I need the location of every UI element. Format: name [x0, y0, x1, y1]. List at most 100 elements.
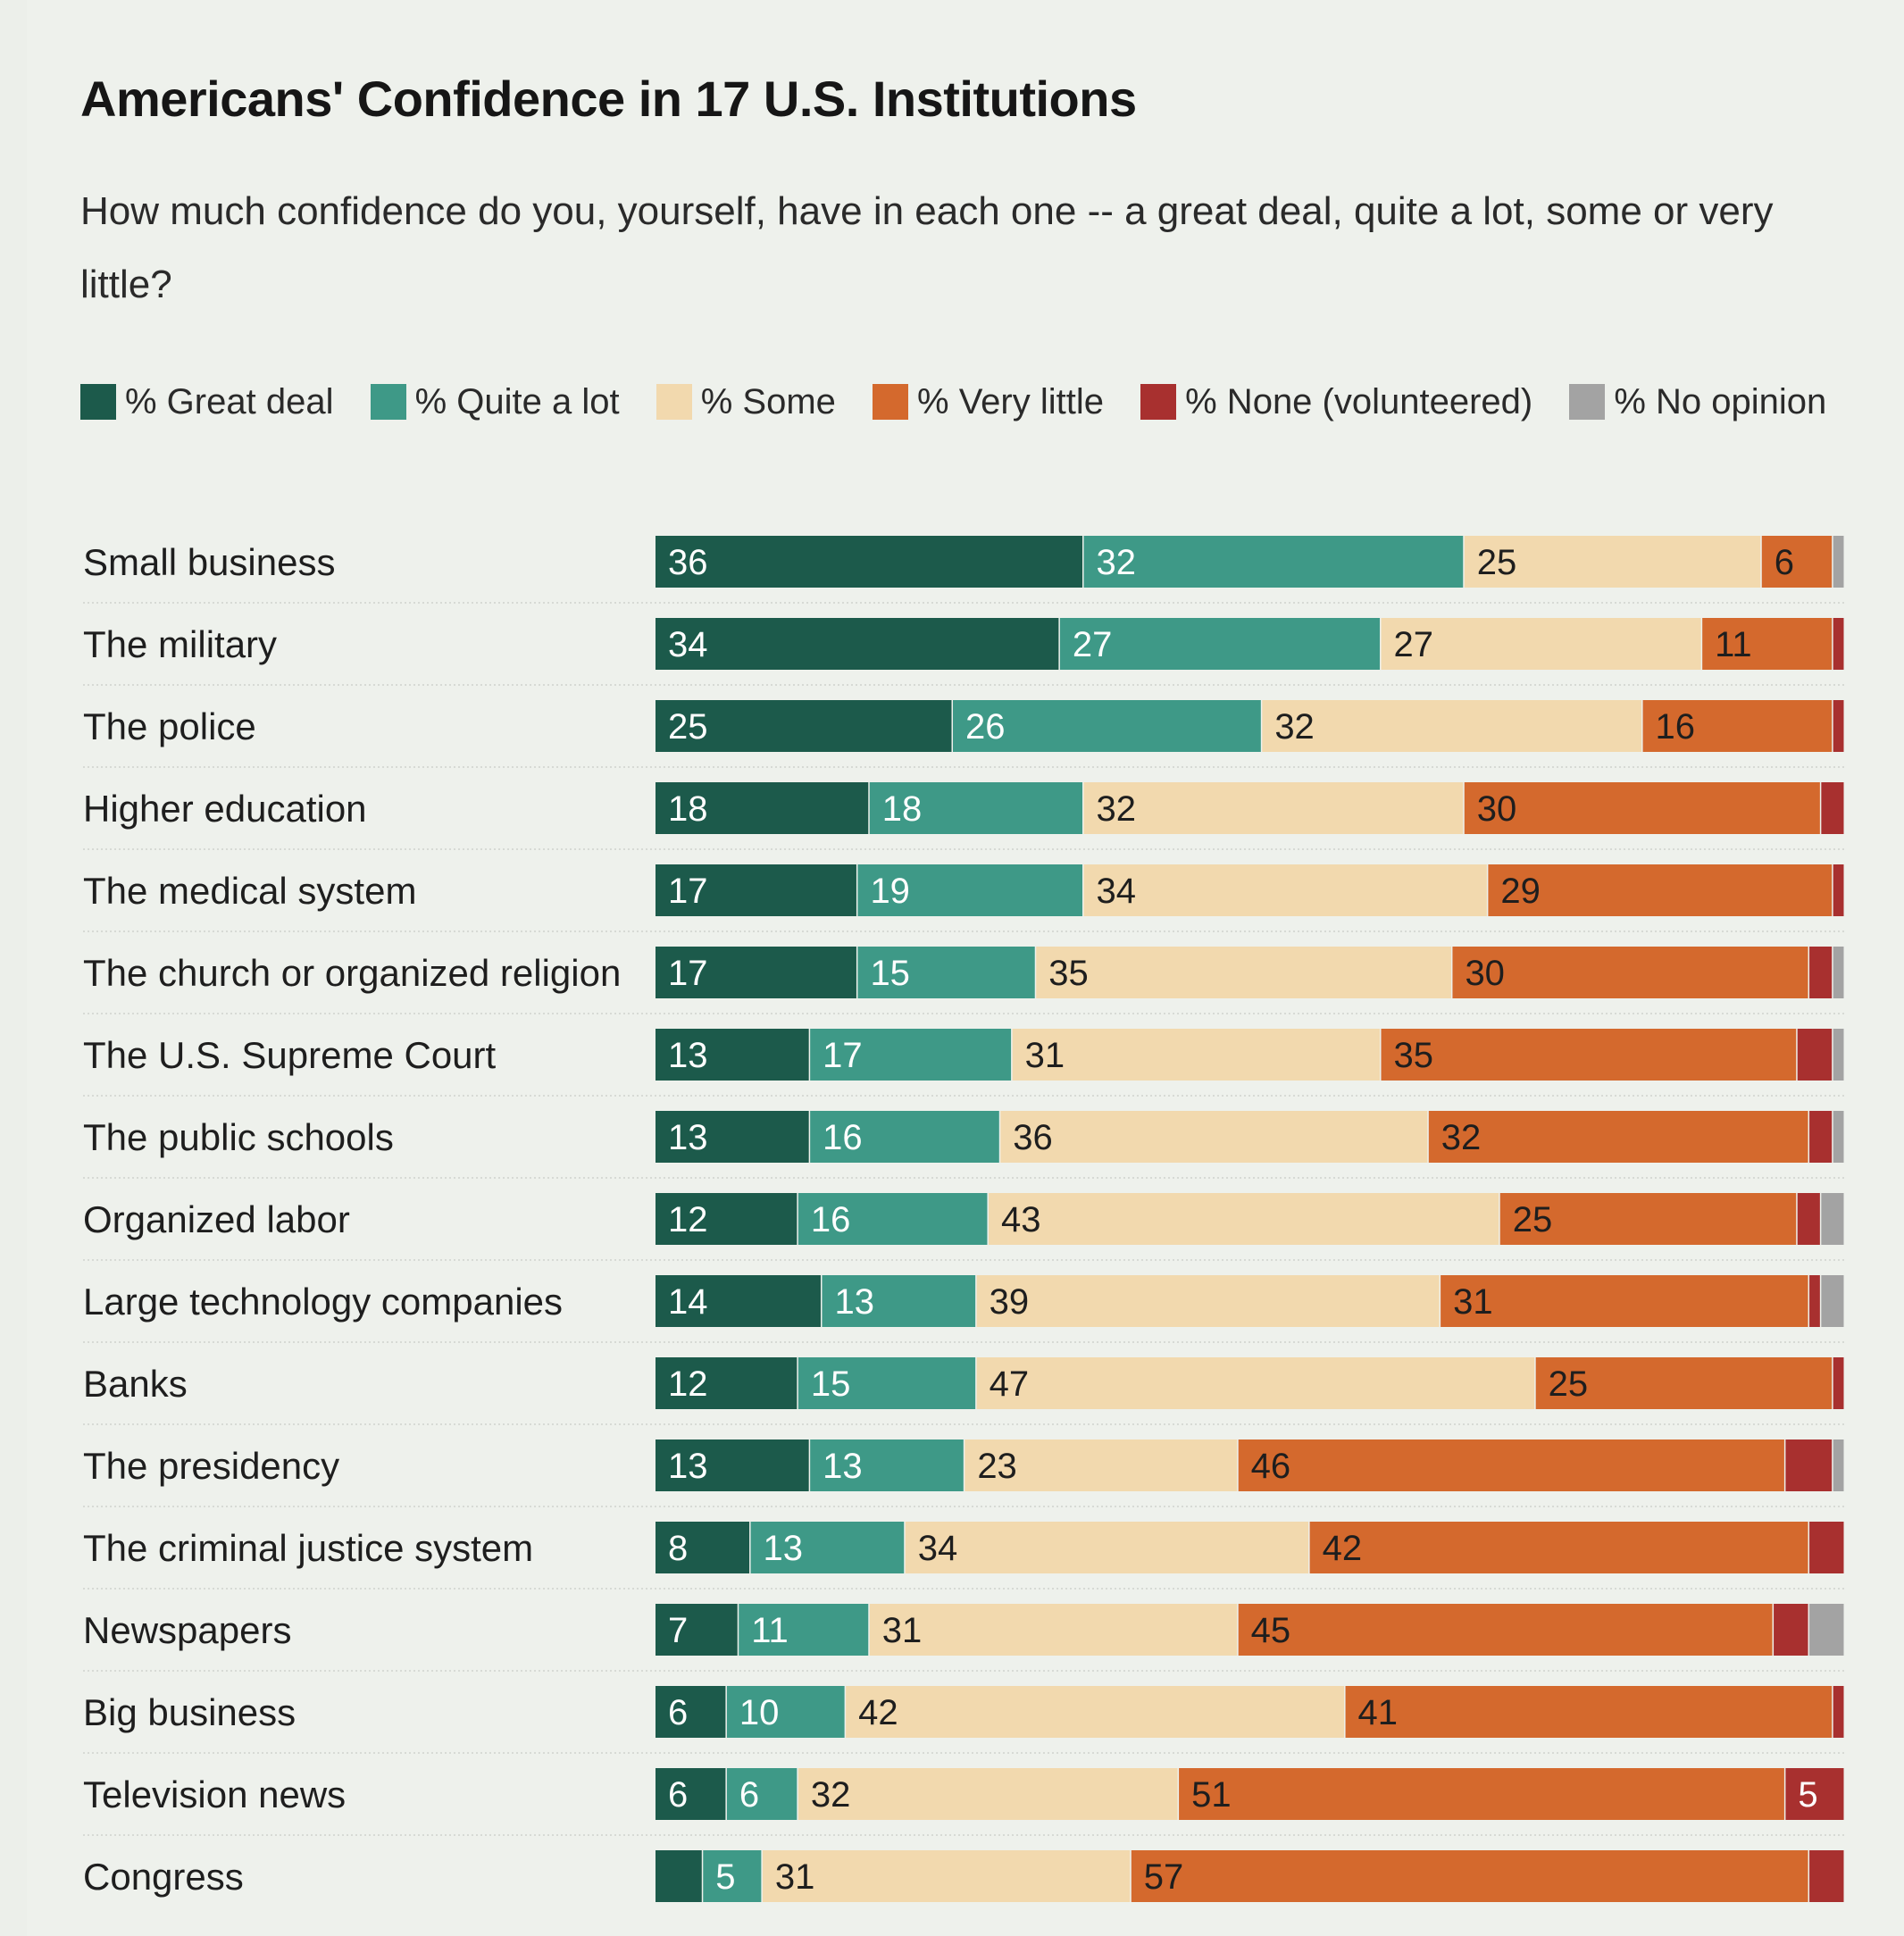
- bar-segment: [810, 1111, 999, 1163]
- legend-label: % No opinion: [1614, 382, 1827, 421]
- bar-segment: [1809, 1522, 1844, 1573]
- bar-segment: [656, 1111, 809, 1163]
- bar-segment: [1833, 700, 1844, 752]
- data-label: 6: [668, 1775, 688, 1815]
- bar-segment: [1441, 1275, 1808, 1327]
- bar-row: The church or organized religion 17 15 35 30: [83, 947, 1845, 1014]
- bar-segment: [1809, 1604, 1844, 1656]
- category-label: The police: [83, 705, 256, 747]
- bar-segment: [656, 1029, 809, 1081]
- bar-segment: [656, 1193, 798, 1245]
- bar-row: The military 34 27 27 11: [83, 618, 1845, 686]
- legend-swatch: [80, 384, 116, 420]
- data-label: 6: [1775, 543, 1794, 582]
- legend-label: % None (volunteered): [1185, 382, 1533, 421]
- bar-segment: [1309, 1522, 1808, 1573]
- bar-segment: [726, 1768, 798, 1820]
- bar-segment: [1809, 1111, 1833, 1163]
- bar-segment: [976, 1357, 1535, 1409]
- data-label: 45: [1251, 1611, 1291, 1650]
- data-label: 13: [834, 1282, 874, 1322]
- bar-row: The police 25 26 32 16: [83, 700, 1845, 768]
- category-label: Large technology companies: [83, 1281, 563, 1323]
- legend-label: % Very little: [917, 382, 1104, 421]
- data-label: 31: [882, 1611, 923, 1650]
- data-label: 32: [1274, 707, 1315, 747]
- bar-segment: [656, 1768, 726, 1820]
- data-label: 23: [977, 1447, 1017, 1486]
- data-label: 8: [668, 1529, 688, 1568]
- bar-segment: [1833, 1111, 1844, 1163]
- data-label: 5: [715, 1857, 735, 1897]
- bar-segment: [1702, 618, 1833, 670]
- bar-row: Banks 12 15 47 25: [83, 1357, 1845, 1425]
- bar-row: Big business 6 10 42 41: [83, 1686, 1845, 1754]
- category-label: Congress: [83, 1856, 244, 1898]
- data-label: 29: [1500, 872, 1541, 911]
- bar-segment: [1785, 1439, 1833, 1491]
- bar-segment: [965, 1439, 1238, 1491]
- data-label: 13: [764, 1529, 804, 1568]
- bar-segment: [762, 1850, 1131, 1902]
- data-label: 36: [1013, 1118, 1053, 1157]
- bar-segment: [1238, 1604, 1773, 1656]
- data-label: 12: [668, 1200, 708, 1239]
- data-label: 17: [823, 1036, 863, 1075]
- category-label: The U.S. Supreme Court: [83, 1034, 497, 1076]
- legend-item-no-opinion: % No opinion: [1569, 373, 1826, 430]
- bar-segment: [1809, 1850, 1844, 1902]
- bar-segment: [1642, 700, 1833, 752]
- data-label: 18: [882, 789, 923, 829]
- bar-segment: [726, 1686, 845, 1738]
- data-label: 32: [1097, 543, 1137, 582]
- data-label: 7: [668, 1611, 688, 1650]
- bar-segment: [656, 1275, 821, 1327]
- data-label: 31: [1453, 1282, 1493, 1322]
- data-label: 16: [823, 1118, 863, 1157]
- bar-segment: [1809, 947, 1833, 998]
- bar-segment: [869, 782, 1083, 834]
- bar-segment: [857, 864, 1083, 916]
- bar-segment: [1083, 864, 1487, 916]
- bar-segment: [976, 1275, 1440, 1327]
- legend-swatch: [1140, 384, 1177, 420]
- bar-row: Small business 36 32 25 6: [83, 536, 1845, 604]
- data-label: 42: [1323, 1529, 1363, 1568]
- data-label: 42: [858, 1693, 898, 1732]
- bar-segment: [656, 536, 1083, 588]
- bar-segment: [1535, 1357, 1833, 1409]
- data-label: 31: [775, 1857, 815, 1897]
- data-label: 15: [811, 1364, 851, 1404]
- bar-segment: [656, 1850, 702, 1902]
- bar-segment: [656, 947, 856, 998]
- category-label: Higher education: [83, 788, 367, 830]
- data-label: 27: [1073, 625, 1113, 664]
- bar-segment: [1000, 1111, 1428, 1163]
- legend-item-quite-a-lot: % Quite a lot: [370, 373, 620, 430]
- legend-swatch: [873, 384, 909, 420]
- data-label: 27: [1394, 625, 1434, 664]
- category-label: Banks: [83, 1363, 188, 1405]
- bar-segment: [1012, 1029, 1381, 1081]
- bar-segment: [1833, 1357, 1844, 1409]
- bar-segment: [953, 700, 1261, 752]
- bar-segment: [703, 1850, 762, 1902]
- bar-segment: [1499, 1193, 1797, 1245]
- category-label: The military: [83, 623, 277, 665]
- bar-segment: [822, 1275, 976, 1327]
- category-label: Television news: [83, 1773, 346, 1815]
- category-label: Big business: [83, 1691, 296, 1733]
- data-label: 6: [739, 1775, 759, 1815]
- bar-segment: [656, 618, 1059, 670]
- bar-row: The U.S. Supreme Court 13 17 31 35: [83, 1029, 1845, 1097]
- data-label: 16: [811, 1200, 851, 1239]
- bar-segment: [1785, 1768, 1844, 1820]
- bar-segment: [1131, 1850, 1808, 1902]
- bar-segment: [656, 1604, 738, 1656]
- bar-row: The public schools 13 16 36 32: [83, 1111, 1845, 1179]
- bar-segment: [1809, 1275, 1820, 1327]
- bar-segment: [1488, 864, 1833, 916]
- chart-title: Americans' Confidence in 17 U.S. Institu…: [80, 71, 1137, 127]
- bar-row: Television news 6 6 32 51 5: [83, 1768, 1845, 1836]
